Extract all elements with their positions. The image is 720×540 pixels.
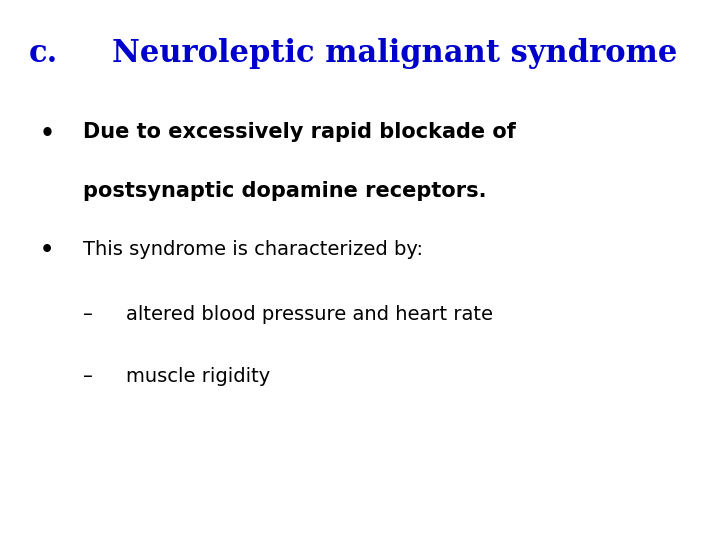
Text: c.: c. [29, 38, 58, 69]
Text: This syndrome is characterized by:: This syndrome is characterized by: [83, 240, 423, 259]
Text: •: • [40, 240, 54, 260]
Text: •: • [40, 122, 55, 145]
Text: muscle rigidity: muscle rigidity [126, 367, 270, 386]
Text: altered blood pressure and heart rate: altered blood pressure and heart rate [126, 305, 493, 324]
Text: –: – [83, 305, 93, 324]
Text: postsynaptic dopamine receptors.: postsynaptic dopamine receptors. [83, 181, 486, 201]
Text: –: – [83, 367, 93, 386]
Text: Neuroleptic malignant syndrome: Neuroleptic malignant syndrome [112, 38, 677, 69]
Text: Due to excessively rapid blockade of: Due to excessively rapid blockade of [83, 122, 516, 141]
